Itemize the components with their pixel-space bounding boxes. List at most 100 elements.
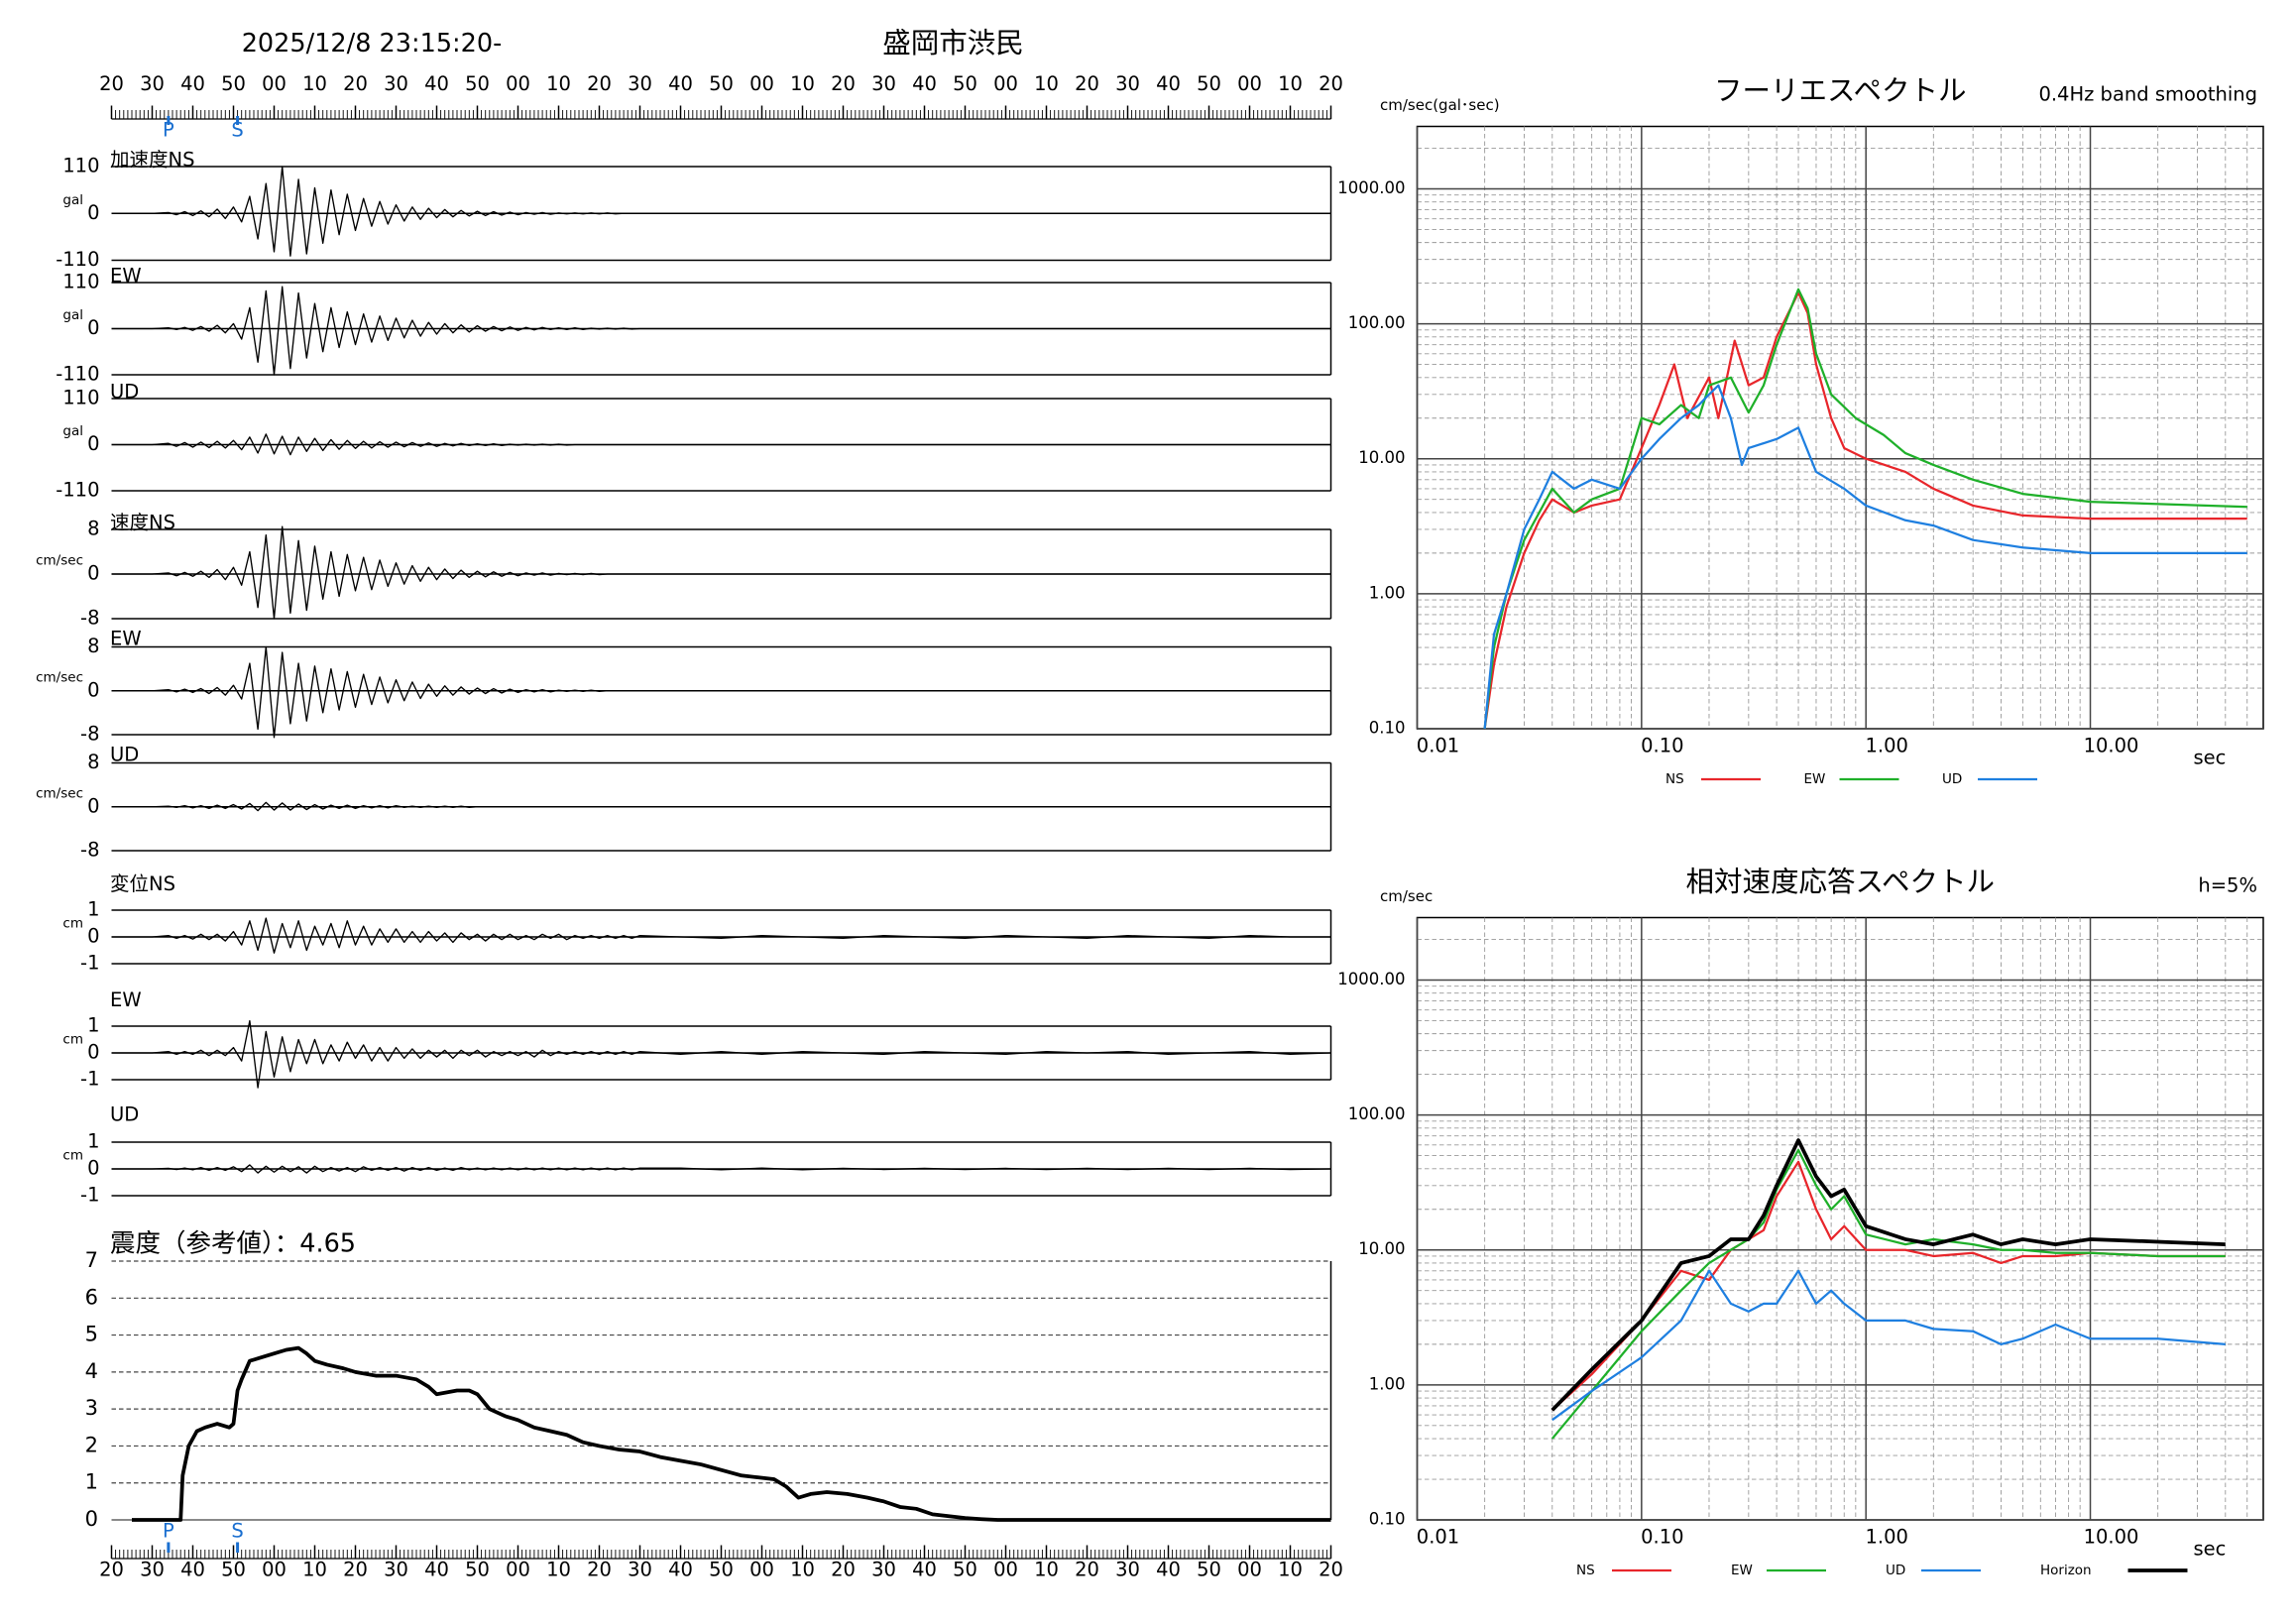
channel-title: 速度NS [110,512,175,534]
y-tick-label: -110 [56,363,99,386]
legend-label: NS [1665,771,1684,787]
time-tick-label: 00 [1237,1559,1262,1581]
time-tick-label: 10 [546,1559,571,1581]
time-tick-label: 30 [384,1559,408,1581]
y-tick-label: 0 [87,925,99,948]
chart-title: フーリエスペクトル [1714,74,1967,107]
time-tick-label: 30 [871,1559,896,1581]
time-tick-label: 50 [465,72,490,95]
spectrum-line [1551,1269,2226,1422]
y-tick-label: 3 [85,1396,98,1420]
unit-label: cm [62,916,83,932]
channel-title: 変位NS [110,872,175,895]
time-tick-label: 30 [140,1559,165,1581]
time-tick-label: 00 [749,72,774,95]
time-tick-label: 00 [506,1559,530,1581]
waveform-trace [111,1019,1331,1089]
spectrum-line [1550,1148,2226,1440]
time-tick-label: 20 [1075,72,1099,95]
time-tick-label: 40 [1156,1559,1181,1581]
channel-title: EW [110,265,142,288]
phase-label: S [231,119,243,142]
time-tick-label: 10 [1034,72,1059,95]
time-tick-label: 50 [221,1559,246,1581]
time-tick-label: 00 [262,1559,287,1581]
y-tick-label: 110 [62,271,99,293]
time-tick-label: 30 [384,72,408,95]
channel-title: 加速度NS [110,149,194,172]
time-tick-label: 40 [668,72,693,95]
y-tick-label: 1.00 [1369,583,1406,602]
time-tick-label: 40 [424,72,449,95]
channel-title: UD [110,1103,139,1126]
time-tick-label: 50 [1197,1559,1221,1581]
y-tick-label: 1.00 [1369,1374,1406,1393]
time-tick-label: 10 [302,1559,327,1581]
y-tick-label: 110 [62,155,99,177]
unit-label: cm/sec [36,553,83,569]
y-tick-label: 0.10 [1369,1510,1406,1529]
y-tick-label: 1 [85,1470,98,1494]
channel-title: UD [110,744,139,766]
y-tick-label: 0 [87,562,99,585]
legend-label: EW [1804,771,1826,787]
time-tick-label: 40 [180,1559,205,1581]
time-tick-label: 10 [1278,1559,1303,1581]
time-tick-label: 20 [1319,1559,1343,1581]
waveform-trace [111,1164,1331,1174]
time-tick-label: 40 [180,72,205,95]
y-tick-label: 1 [87,1130,99,1153]
x-tick-label: 1.00 [1865,735,1907,757]
phase-label: S [231,1520,243,1543]
time-tick-label: 10 [546,72,571,95]
phase-label: P [163,1520,174,1543]
time-tick-label: 40 [912,1559,937,1581]
y-tick-label: -1 [80,952,99,975]
spectrum-line [1551,1160,2226,1412]
time-tick-label: 00 [262,72,287,95]
time-tick-label: 20 [343,1559,368,1581]
waveform-trace [111,801,1331,812]
y-tick-label: 10.00 [1358,1239,1405,1258]
time-tick-label: 40 [668,1559,693,1581]
time-tick-label: 00 [993,72,1018,95]
y-axis-label: cm/sec [1380,887,1433,905]
y-tick-label: 8 [87,635,99,657]
channel-title: EW [110,628,142,650]
y-tick-label: 100.00 [1348,313,1406,332]
y-tick-label: 1 [87,1014,99,1037]
y-tick-label: -8 [80,607,99,630]
time-tick-label: 10 [790,72,815,95]
y-tick-label: 0 [87,678,99,701]
waveform-trace [111,525,1331,620]
time-tick-label: 30 [628,1559,652,1581]
time-tick-label: 30 [628,72,652,95]
y-tick-label: 100.00 [1348,1104,1406,1123]
x-tick-label: 0.01 [1417,735,1459,757]
y-tick-label: -1 [80,1184,99,1207]
time-tick-label: 40 [424,1559,449,1581]
time-tick-label: 20 [99,72,124,95]
spectrum-line [1483,288,2247,730]
y-tick-label: 110 [62,387,99,409]
y-tick-label: 0.10 [1369,719,1406,738]
waveform-trace [111,286,1331,376]
time-tick-label: 30 [1115,72,1140,95]
unit-label: cm [62,1032,83,1048]
channel-title: UD [110,381,139,404]
x-tick-label: 10.00 [2084,735,2139,757]
record-datetime: 2025/12/8 23:15:20- [242,29,503,58]
unit-label: cm/sec [36,669,83,685]
y-tick-label: 6 [85,1285,98,1309]
time-tick-label: 00 [993,1559,1018,1581]
x-axis-label: sec [2194,747,2227,769]
time-tick-label: 50 [1197,72,1221,95]
time-tick-label: 00 [506,72,530,95]
y-tick-label: 5 [85,1323,98,1346]
y-tick-label: 1000.00 [1337,970,1405,988]
phase-label: P [163,119,174,142]
y-tick-label: 0 [87,432,99,455]
y-tick-label: 2 [85,1433,98,1456]
